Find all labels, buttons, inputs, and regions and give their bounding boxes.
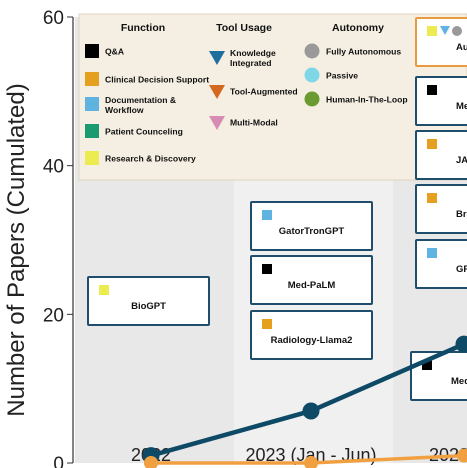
legend-group-title: Tool Usage bbox=[216, 22, 272, 34]
y-tick-label: 0 bbox=[53, 454, 64, 468]
paper-function-marker bbox=[262, 210, 272, 220]
paper-label: Med-PaLM bbox=[288, 280, 336, 291]
legend-marker-square bbox=[85, 72, 99, 86]
legend-item-label: Human-In-The-Loop bbox=[326, 95, 408, 105]
legend-item-label: Multi-Modal bbox=[230, 118, 278, 128]
y-tick-label: 60 bbox=[43, 8, 64, 29]
legend-item-label: Q&A bbox=[105, 47, 124, 57]
paper-function-marker bbox=[99, 285, 109, 295]
y-axis-label: Number of Papers (Cumulated) bbox=[3, 83, 30, 416]
paper-function-marker bbox=[262, 319, 272, 329]
legend-marker-square bbox=[85, 97, 99, 111]
y-tick-label: 40 bbox=[43, 157, 64, 178]
legend-group-title: Autonomy bbox=[332, 22, 384, 34]
paper-autonomy-marker bbox=[452, 26, 462, 36]
legend-marker-square bbox=[85, 124, 99, 138]
paper-label: BioGPT bbox=[131, 301, 166, 312]
paper-label: GatorTronGPT bbox=[279, 226, 345, 237]
legend-group-title: Function bbox=[121, 22, 165, 34]
legend-marker-circle bbox=[305, 44, 320, 59]
legend-item-label: Passive bbox=[326, 71, 358, 81]
legend-marker-circle bbox=[305, 92, 320, 107]
legend-item-label: Knowledge Integrated bbox=[230, 48, 276, 68]
legend-marker-square bbox=[85, 151, 99, 165]
paper-function-marker bbox=[262, 264, 272, 274]
legend-item-label: Clinical Decision Support bbox=[105, 75, 209, 85]
paper-function-marker bbox=[427, 85, 437, 95]
paper-label: Radiology-Llama2 bbox=[271, 335, 353, 346]
paper-function-marker bbox=[427, 26, 437, 36]
legend-item-label: Tool-Augmented bbox=[230, 87, 298, 97]
series-point bbox=[303, 402, 320, 419]
paper-label: JAMA-O bbox=[456, 155, 467, 166]
legend-item-label: Fully Autonomous bbox=[326, 47, 401, 57]
paper-function-marker bbox=[427, 248, 437, 258]
legend-item-label: Patient Counceling bbox=[105, 127, 183, 137]
paper-label: Au bbox=[456, 42, 467, 53]
legend-item-label: Research & Discovery bbox=[105, 154, 196, 164]
legend-marker-square bbox=[85, 44, 99, 58]
paper-function-marker bbox=[427, 139, 437, 149]
legend-marker-circle bbox=[305, 68, 320, 83]
paper-label: MedGP bbox=[451, 376, 467, 387]
paper-label: Med bbox=[456, 101, 467, 112]
paper-function-marker bbox=[427, 193, 437, 203]
y-tick-label: 20 bbox=[43, 305, 64, 326]
paper-label: Breas bbox=[456, 209, 467, 220]
paper-label: GPT4- bbox=[456, 264, 467, 275]
